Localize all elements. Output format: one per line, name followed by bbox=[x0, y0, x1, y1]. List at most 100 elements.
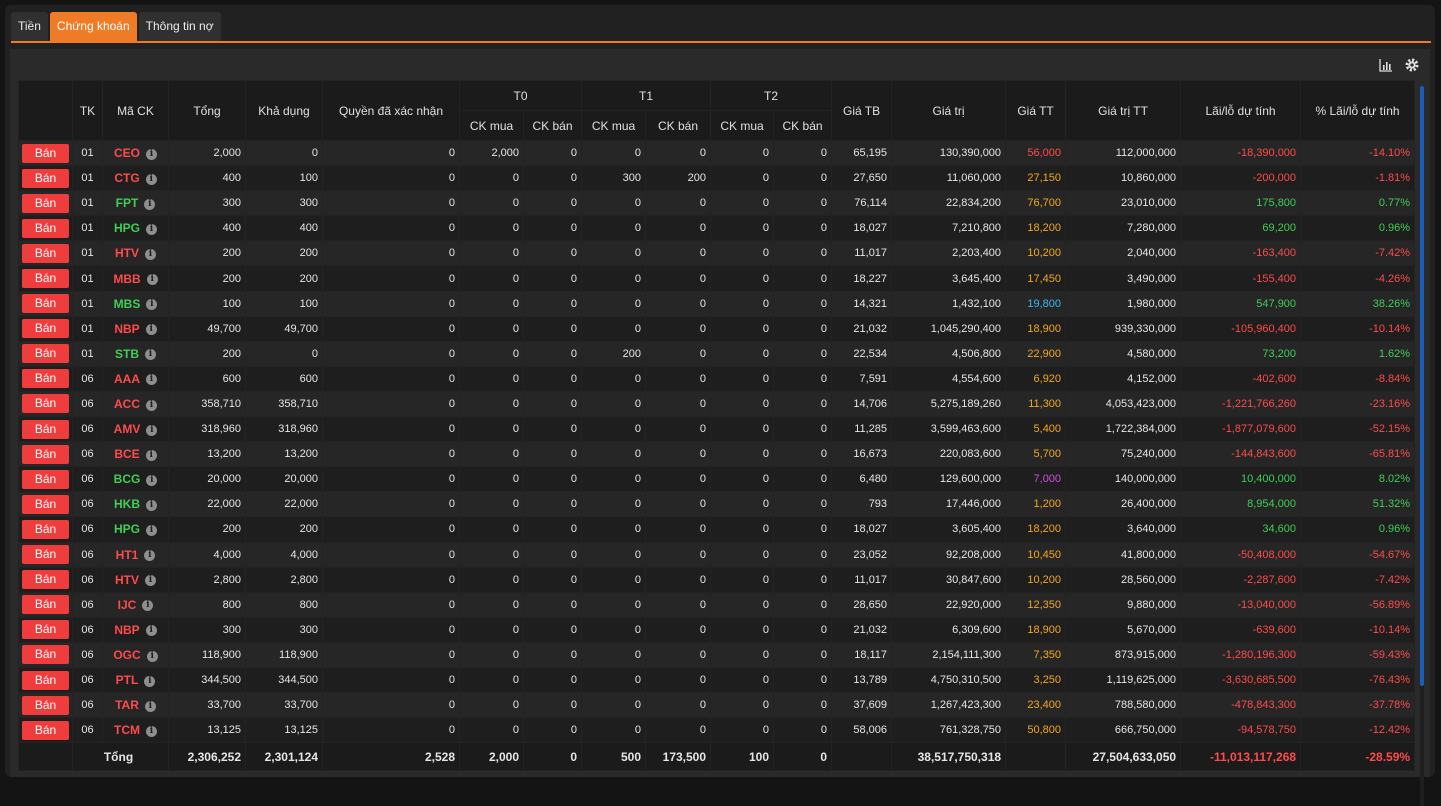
symbol-link[interactable]: MBB bbox=[113, 271, 141, 286]
table-row[interactable]: Bán 06 NBP i 300 300 0 0 0 0 0 0 0 21,032 6,309,600 18,… bbox=[18, 616, 1416, 643]
sell-button[interactable]: Bán bbox=[22, 394, 69, 414]
sell-button[interactable]: Bán bbox=[22, 545, 69, 565]
symbol-link[interactable]: STB bbox=[115, 346, 139, 361]
table-row[interactable]: Bán 06 HT1 i 4,000 4,000 0 0 0 0 0 0 0 23,052 92,208,0… bbox=[18, 541, 1416, 568]
table-row[interactable]: Bán 01 STB i 200 0 0 0 0 200 0 0 0 22,534 4,506,800 22,… bbox=[18, 340, 1416, 367]
symbol-link[interactable]: NBP bbox=[114, 321, 140, 336]
sell-button[interactable]: Bán bbox=[22, 469, 69, 489]
table-row[interactable]: Bán 06 AMV i 318,960 318,960 0 0 0 0 0 0 0 11,285 3,59… bbox=[18, 416, 1416, 443]
table-row[interactable]: Bán 01 CTG i 400 100 0 0 0 300 200 0 0 27,650 11,060,0… bbox=[18, 165, 1416, 192]
sell-button[interactable]: Bán bbox=[22, 369, 69, 389]
table-row[interactable]: Bán 06 AAA i 600 600 0 0 0 0 0 0 0 7,591 4,554,600 6,92… bbox=[18, 365, 1416, 392]
sell-button[interactable]: Bán bbox=[22, 494, 69, 514]
symbol-link[interactable]: PTL bbox=[115, 673, 139, 688]
info-icon[interactable]: i bbox=[146, 525, 157, 537]
sell-button[interactable]: Bán bbox=[22, 168, 69, 188]
table-row[interactable]: Bán 06 HKB i 22,000 22,000 0 0 0 0 0 0 0 793 17,446,00… bbox=[18, 491, 1416, 518]
sell-button[interactable]: Bán bbox=[22, 570, 69, 590]
sell-button[interactable]: Bán bbox=[22, 695, 69, 715]
info-icon[interactable]: i bbox=[146, 299, 158, 311]
info-icon[interactable]: i bbox=[146, 650, 158, 662]
sell-button[interactable]: Bán bbox=[22, 670, 69, 690]
header-value[interactable]: Giá trị bbox=[891, 80, 1007, 141]
sell-button[interactable]: Bán bbox=[22, 720, 69, 740]
symbol-link[interactable]: BCG bbox=[113, 472, 141, 487]
info-icon[interactable]: i bbox=[145, 249, 156, 261]
symbol-link[interactable]: AAA bbox=[114, 371, 140, 386]
symbol-link[interactable]: CTG bbox=[114, 171, 140, 186]
symbol-link[interactable]: NBP bbox=[114, 622, 140, 637]
sell-button[interactable]: Bán bbox=[22, 269, 69, 289]
info-icon[interactable]: i bbox=[145, 324, 157, 336]
vertical-scrollbar[interactable] bbox=[1420, 86, 1424, 806]
header-symbol[interactable]: Mã CK bbox=[102, 80, 169, 141]
sell-button[interactable]: Bán bbox=[22, 344, 69, 364]
symbol-link[interactable]: BCE bbox=[114, 447, 140, 462]
info-icon[interactable]: i bbox=[146, 148, 157, 160]
header-avg-price[interactable]: Giá TB bbox=[831, 80, 893, 141]
table-row[interactable]: Bán 06 TAR i 33,700 33,700 0 0 0 0 0 0 0 37,609 1,267,… bbox=[18, 692, 1416, 719]
table-row[interactable]: Bán 06 PTL i 344,500 344,500 0 0 0 0 0 0 0 13,789 4,75… bbox=[18, 666, 1416, 694]
info-icon[interactable]: i bbox=[146, 424, 158, 436]
info-icon[interactable]: i bbox=[146, 223, 157, 235]
info-icon[interactable]: i bbox=[146, 374, 157, 386]
header-pnl-pct[interactable]: % Lãi/lỗ dự tính bbox=[1300, 80, 1416, 141]
table-row[interactable]: Bán 06 HTV i 2,800 2,800 0 0 0 0 0 0 0 11,017 30,847,6… bbox=[18, 566, 1416, 593]
sell-button[interactable]: Bán bbox=[22, 143, 69, 163]
symbol-link[interactable]: HTV bbox=[115, 246, 139, 261]
symbol-link[interactable]: ACC bbox=[114, 396, 140, 411]
table-row[interactable]: Bán 01 MBB i 200 200 0 0 0 0 0 0 0 18,227 3,645,400 17,… bbox=[18, 265, 1416, 292]
symbol-link[interactable]: HKB bbox=[114, 497, 140, 512]
bar-chart-icon[interactable] bbox=[1378, 57, 1394, 73]
info-icon[interactable]: i bbox=[146, 274, 158, 286]
sell-button[interactable]: Bán bbox=[22, 294, 69, 314]
info-icon[interactable]: i bbox=[146, 399, 157, 411]
symbol-link[interactable]: HTV bbox=[115, 572, 139, 587]
table-row[interactable]: Bán 06 OGC i 118,900 118,900 0 0 0 0 0 0 0 18,117 2,15… bbox=[18, 641, 1416, 668]
table-row[interactable]: Bán 06 BCG i 20,000 20,000 0 0 0 0 0 0 0 6,480 129,600… bbox=[18, 466, 1416, 493]
sell-button[interactable]: Bán bbox=[22, 595, 69, 615]
tab-debt-info[interactable]: Thông tin nợ bbox=[138, 12, 221, 41]
info-icon[interactable]: i bbox=[145, 173, 157, 185]
info-icon[interactable]: i bbox=[145, 449, 157, 461]
tab-securities[interactable]: Chứng khoán bbox=[49, 12, 137, 41]
sell-button[interactable]: Bán bbox=[22, 620, 69, 640]
info-icon[interactable]: i bbox=[146, 725, 157, 737]
sell-button[interactable]: Bán bbox=[22, 444, 69, 464]
info-icon[interactable]: i bbox=[142, 600, 154, 612]
table-row[interactable]: Bán 01 NBP i 49,700 49,700 0 0 0 0 0 0 0 21,032 1,045,… bbox=[18, 315, 1416, 342]
info-icon[interactable]: i bbox=[145, 575, 156, 587]
header-total[interactable]: Tổng bbox=[168, 80, 246, 141]
table-row[interactable]: Bán 01 CEO i 2,000 0 0 2,000 0 0 0 0 0 65,195 130,390,… bbox=[18, 139, 1416, 167]
sell-button[interactable]: Bán bbox=[22, 218, 69, 238]
info-icon[interactable]: i bbox=[144, 700, 156, 712]
info-icon[interactable]: i bbox=[145, 349, 156, 361]
symbol-link[interactable]: CEO bbox=[113, 146, 140, 161]
symbol-link[interactable]: IJC bbox=[117, 597, 137, 612]
info-icon[interactable]: i bbox=[144, 550, 156, 562]
table-row[interactable]: Bán 06 HPG i 200 200 0 0 0 0 0 0 0 18,027 3,605,400 18,… bbox=[18, 516, 1416, 543]
symbol-link[interactable]: AMV bbox=[113, 422, 141, 437]
symbol-link[interactable]: HPG bbox=[113, 522, 140, 537]
table-row[interactable]: Bán 06 ACC i 358,710 358,710 0 0 0 0 0 0 0 14,706 5,27… bbox=[18, 390, 1416, 418]
sell-button[interactable]: Bán bbox=[22, 193, 69, 213]
sell-button[interactable]: Bán bbox=[22, 645, 69, 665]
symbol-link[interactable]: TCM bbox=[114, 723, 140, 738]
table-row[interactable]: Bán 01 FPT i 300 300 0 0 0 0 0 0 0 76,114 22,834,200 76… bbox=[18, 190, 1416, 217]
table-row[interactable]: Bán 01 MBS i 100 100 0 0 0 0 0 0 0 14,321 1,432,100 19,… bbox=[18, 290, 1416, 317]
symbol-link[interactable]: MBS bbox=[113, 296, 141, 311]
scrollbar-thumb[interactable] bbox=[1420, 86, 1424, 686]
symbol-link[interactable]: TAR bbox=[115, 698, 139, 713]
gear-icon[interactable] bbox=[1404, 57, 1420, 73]
table-row[interactable]: Bán 01 HTV i 200 200 0 0 0 0 0 0 0 11,017 2,203,400 10,… bbox=[18, 240, 1416, 267]
symbol-link[interactable]: HPG bbox=[113, 221, 140, 236]
header-available[interactable]: Khả dụng bbox=[245, 80, 323, 141]
info-icon[interactable]: i bbox=[146, 499, 157, 511]
header-market-price[interactable]: Giá TT bbox=[1005, 80, 1067, 141]
sell-button[interactable]: Bán bbox=[22, 419, 69, 439]
table-row[interactable]: Bán 06 BCE i 13,200 13,200 0 0 0 0 0 0 0 16,673 220,08… bbox=[18, 441, 1416, 468]
sell-button[interactable]: Bán bbox=[22, 243, 69, 263]
tab-cash[interactable]: Tiền bbox=[11, 12, 48, 41]
info-icon[interactable]: i bbox=[145, 625, 157, 637]
table-row[interactable]: Bán 06 IJC i 800 800 0 0 0 0 0 0 0 28,650 22,920,000 12… bbox=[18, 591, 1416, 618]
